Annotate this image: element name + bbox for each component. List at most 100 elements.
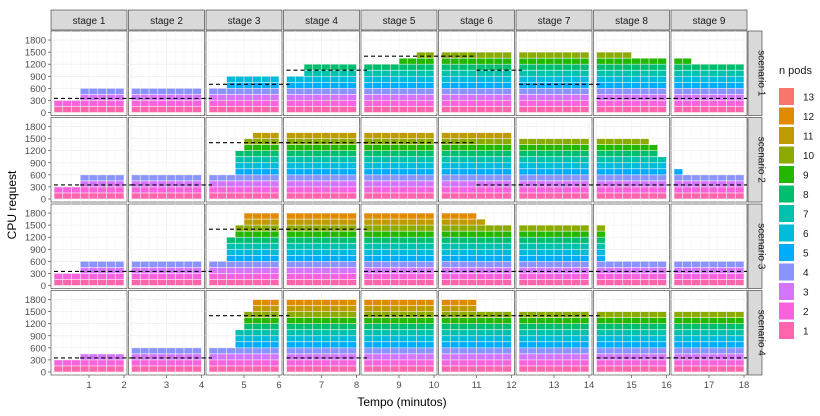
pod-tile bbox=[545, 58, 554, 64]
pod-tile bbox=[640, 106, 649, 113]
pod-tile bbox=[348, 181, 357, 187]
pod-tile bbox=[450, 267, 459, 274]
pod-tile bbox=[536, 317, 545, 324]
pod-tile bbox=[649, 366, 658, 372]
pod-tile bbox=[390, 169, 399, 175]
pod-tile bbox=[563, 342, 572, 348]
pod-tile bbox=[459, 94, 468, 101]
pod-tile bbox=[286, 193, 295, 199]
pod-tile bbox=[364, 70, 373, 76]
pod-tile bbox=[476, 94, 485, 101]
pod-tile bbox=[691, 70, 700, 76]
pod-tile bbox=[348, 132, 357, 139]
pod-tile bbox=[476, 138, 485, 145]
pod-tile bbox=[726, 279, 735, 286]
pod-tile bbox=[235, 231, 244, 237]
pod-tile bbox=[545, 150, 554, 157]
legend-swatch bbox=[779, 205, 794, 222]
pod-tile bbox=[54, 279, 63, 286]
pod-tile bbox=[253, 181, 262, 187]
pod-tile bbox=[381, 311, 390, 318]
pod-tile bbox=[459, 138, 468, 145]
pod-tile bbox=[295, 360, 304, 366]
pod-tile bbox=[700, 187, 709, 193]
pod-tile bbox=[640, 354, 649, 360]
pod-tile bbox=[166, 273, 175, 280]
pod-tile bbox=[683, 261, 692, 268]
pod-tile bbox=[476, 360, 485, 366]
pod-tile bbox=[399, 144, 408, 151]
pod-tile bbox=[364, 348, 373, 354]
pod-tile bbox=[494, 193, 503, 199]
pod-tile bbox=[226, 261, 235, 268]
pod-tile bbox=[321, 317, 330, 324]
pod-tile bbox=[709, 193, 718, 199]
pod-tile bbox=[381, 354, 390, 360]
pod-tile bbox=[235, 243, 244, 249]
pod-tile bbox=[131, 175, 140, 181]
pod-tile bbox=[623, 169, 632, 175]
pod-tile bbox=[563, 249, 572, 256]
legend-label: 5 bbox=[803, 249, 809, 260]
pod-tile bbox=[381, 279, 390, 286]
pod-tile bbox=[596, 187, 605, 193]
pod-tile bbox=[726, 70, 735, 76]
pod-tile bbox=[286, 169, 295, 175]
pod-tile bbox=[381, 157, 390, 163]
stage-strip-label: stage 4 bbox=[305, 16, 338, 27]
pod-tile bbox=[416, 348, 425, 354]
pod-tile bbox=[381, 261, 390, 268]
legend-swatch bbox=[779, 185, 794, 203]
pod-tile bbox=[596, 267, 605, 274]
pod-tile bbox=[554, 336, 563, 342]
pod-tile bbox=[390, 273, 399, 280]
x-axis-title: Tempo (minutos) bbox=[357, 395, 446, 409]
pod-tile bbox=[519, 138, 528, 145]
x-tick-label: 16 bbox=[661, 380, 672, 391]
legend-swatch bbox=[779, 146, 794, 164]
pod-tile bbox=[718, 330, 727, 336]
pod-tile bbox=[485, 70, 494, 76]
pod-tile bbox=[649, 106, 658, 113]
pod-tile bbox=[226, 82, 235, 89]
pod-tile bbox=[399, 150, 408, 157]
pod-tile bbox=[596, 261, 605, 268]
x-tick-label: 10 bbox=[429, 380, 440, 391]
pod-tile bbox=[339, 237, 348, 243]
pod-tile bbox=[503, 267, 512, 274]
pod-tile bbox=[330, 181, 339, 187]
pod-tile bbox=[571, 144, 580, 151]
y-tick-label: 600 bbox=[30, 343, 46, 354]
pod-tile bbox=[373, 82, 382, 89]
pod-tile bbox=[536, 261, 545, 268]
pod-tile bbox=[364, 144, 373, 151]
pod-tile bbox=[313, 225, 322, 231]
pod-tile bbox=[735, 82, 744, 89]
pod-tile bbox=[545, 342, 554, 348]
pod-tile bbox=[503, 336, 512, 342]
pod-tile bbox=[519, 261, 528, 268]
pod-tile bbox=[80, 273, 89, 280]
pod-tile bbox=[709, 261, 718, 268]
pod-tile bbox=[503, 187, 512, 193]
pod-tile bbox=[519, 100, 528, 107]
pod-tile bbox=[718, 366, 727, 372]
pod-tile bbox=[270, 187, 279, 193]
pod-tile bbox=[399, 336, 408, 342]
pod-tile bbox=[528, 70, 537, 76]
pod-tile bbox=[691, 193, 700, 199]
pod-tile bbox=[295, 323, 304, 330]
pod-tile bbox=[115, 273, 124, 280]
pod-tile bbox=[270, 330, 279, 336]
pod-tile bbox=[313, 76, 322, 83]
pod-tile bbox=[450, 187, 459, 193]
pod-tile bbox=[416, 169, 425, 175]
pod-tile bbox=[476, 249, 485, 256]
pod-tile bbox=[149, 279, 158, 286]
pod-tile bbox=[364, 225, 373, 231]
pod-tile bbox=[313, 169, 322, 175]
pod-tile bbox=[503, 225, 512, 231]
pod-tile bbox=[691, 100, 700, 107]
pod-tile bbox=[54, 360, 63, 366]
pod-tile bbox=[441, 76, 450, 83]
